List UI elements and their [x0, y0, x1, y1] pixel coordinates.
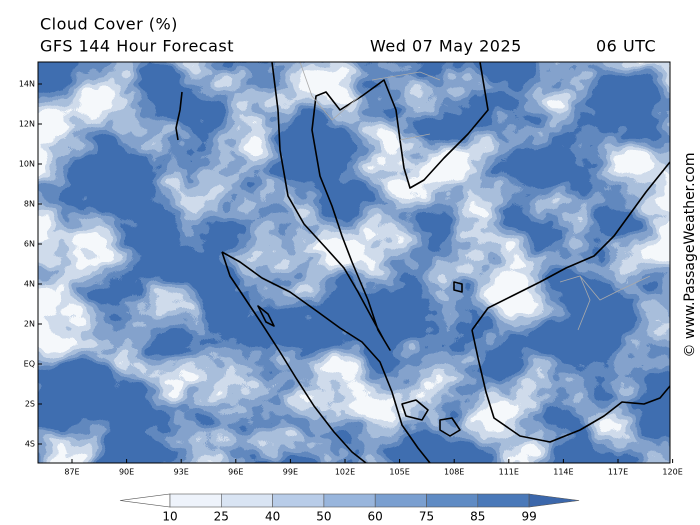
- watermark: © www.PassageWeather.com: [682, 152, 698, 357]
- colorbar-label: 75: [419, 510, 434, 524]
- colorbar-label: 60: [368, 510, 383, 524]
- colorbar-label: 40: [265, 510, 280, 524]
- colorbar-label: 50: [316, 510, 331, 524]
- map-area: [38, 62, 670, 463]
- colorbar-bin: [169, 493, 222, 508]
- colorbar: 10 25 40 50 60 75 85 99: [119, 493, 580, 524]
- forecast-date: Wed 07 May 2025: [370, 37, 522, 56]
- borders: [299, 62, 651, 331]
- lon-label: 105E: [389, 468, 409, 477]
- forecast-time: 06 UTC: [596, 37, 656, 56]
- colorbar-bin: [323, 493, 376, 508]
- lon-label: 111E: [499, 468, 519, 477]
- map-frame: [37, 61, 671, 464]
- colorbar-bin: [426, 493, 479, 508]
- lat-label: 10N: [19, 160, 35, 169]
- lat-label: 4S: [25, 440, 35, 449]
- lon-label: 108E: [444, 468, 464, 477]
- lat-label: 12N: [19, 120, 35, 129]
- lon-label: 99E: [283, 468, 298, 477]
- colorbar-label: 85: [470, 510, 485, 524]
- title: Cloud Cover (%): [40, 15, 178, 34]
- lon-label: 120E: [662, 468, 682, 477]
- model-run: GFS 144 Hour Forecast: [40, 37, 234, 56]
- colorbar-bin: [477, 493, 530, 508]
- colorbar-bin: [374, 493, 427, 508]
- coastlines: [175, 62, 670, 463]
- lon-label: 93E: [174, 468, 189, 477]
- lon-label: 90E: [119, 468, 134, 477]
- lon-label: 87E: [64, 468, 79, 477]
- cloud-field: [38, 62, 670, 463]
- lat-label: 6N: [24, 240, 35, 249]
- lat-label: 2S: [25, 400, 35, 409]
- lat-label: 8N: [24, 200, 35, 209]
- lon-label: 102E: [335, 468, 355, 477]
- colorbar-end: [528, 493, 580, 508]
- lon-label: 114E: [553, 468, 573, 477]
- lat-label: 4N: [24, 280, 35, 289]
- lon-label: 96E: [228, 468, 243, 477]
- colorbar-bin: [272, 493, 325, 508]
- colorbar-end: [119, 493, 171, 508]
- lon-label: 117E: [608, 468, 628, 477]
- colorbar-label: 99: [521, 510, 536, 524]
- lat-label: 14N: [19, 80, 35, 89]
- lat-label: EQ: [24, 360, 35, 369]
- colorbar-bin: [221, 493, 273, 508]
- colorbar-label: 10: [162, 510, 177, 524]
- lat-label: 2N: [24, 320, 35, 329]
- colorbar-label: 25: [214, 510, 229, 524]
